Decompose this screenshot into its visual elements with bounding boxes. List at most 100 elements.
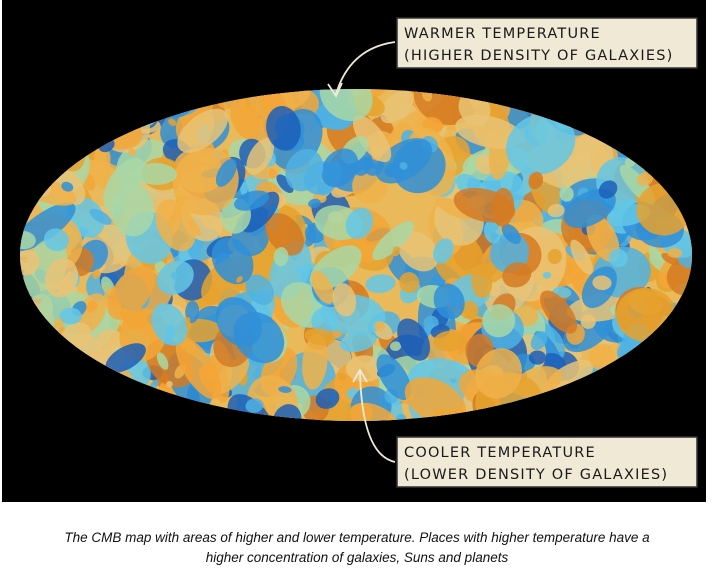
blob bbox=[336, 372, 347, 381]
blob bbox=[20, 349, 32, 381]
blob bbox=[475, 348, 522, 399]
blob bbox=[20, 154, 43, 194]
blob bbox=[100, 375, 123, 392]
blob bbox=[573, 404, 580, 411]
blob bbox=[20, 296, 30, 313]
blob bbox=[618, 89, 675, 116]
blob bbox=[345, 207, 374, 240]
blob bbox=[61, 181, 74, 192]
caption-line: higher concentration of galaxies, Suns a… bbox=[205, 550, 509, 565]
blob bbox=[641, 95, 674, 124]
blob bbox=[345, 355, 384, 383]
blob bbox=[397, 231, 439, 272]
blob bbox=[380, 90, 414, 124]
blob bbox=[20, 335, 44, 366]
blob bbox=[589, 377, 624, 403]
blob bbox=[94, 103, 125, 134]
blob bbox=[86, 405, 103, 420]
blob bbox=[646, 372, 664, 385]
blob bbox=[584, 99, 600, 111]
blob bbox=[505, 113, 576, 175]
blob bbox=[619, 106, 643, 129]
blob bbox=[661, 252, 680, 266]
blob bbox=[640, 112, 673, 136]
blob bbox=[304, 328, 336, 346]
blob bbox=[397, 318, 431, 361]
blob bbox=[365, 274, 396, 294]
blob bbox=[158, 92, 188, 113]
blob bbox=[321, 148, 359, 188]
blob bbox=[215, 158, 237, 187]
blob bbox=[157, 260, 194, 295]
blob bbox=[589, 92, 629, 135]
blob bbox=[50, 122, 85, 147]
blob bbox=[285, 149, 324, 192]
blob bbox=[241, 191, 280, 233]
blob bbox=[297, 193, 308, 203]
blob bbox=[656, 135, 692, 173]
arrow-head bbox=[352, 368, 368, 383]
blob bbox=[192, 415, 201, 421]
blob bbox=[319, 89, 373, 122]
blob bbox=[559, 186, 574, 202]
blob bbox=[332, 283, 357, 317]
blob bbox=[637, 365, 656, 385]
blob bbox=[471, 264, 493, 299]
blob bbox=[30, 89, 59, 105]
blob bbox=[658, 385, 668, 402]
blob bbox=[399, 272, 420, 294]
arrow-head bbox=[327, 82, 343, 98]
blob bbox=[234, 190, 270, 211]
blob bbox=[571, 381, 586, 390]
label-text: (LOWER DENSITY OF GALAXIES) bbox=[404, 467, 668, 483]
blob bbox=[308, 198, 321, 208]
blob bbox=[600, 123, 612, 133]
arrow bbox=[335, 41, 396, 95]
blob bbox=[482, 304, 516, 338]
blob bbox=[590, 348, 609, 370]
blob bbox=[150, 380, 159, 389]
blob bbox=[555, 396, 596, 421]
blob bbox=[502, 262, 532, 288]
temperature-blobs bbox=[20, 89, 692, 421]
blob bbox=[111, 394, 146, 421]
blob bbox=[151, 303, 188, 346]
blob bbox=[278, 386, 292, 393]
label-text: (HIGHER DENSITY OF GALAXIES) bbox=[404, 48, 673, 64]
blob bbox=[623, 90, 648, 113]
blob bbox=[266, 106, 301, 151]
blob bbox=[664, 412, 675, 421]
blob bbox=[268, 168, 277, 179]
blob bbox=[625, 376, 644, 396]
blob bbox=[666, 258, 692, 296]
blob bbox=[44, 258, 79, 298]
blob bbox=[59, 374, 111, 421]
blob bbox=[629, 96, 642, 111]
blob bbox=[372, 220, 415, 261]
blob bbox=[685, 106, 692, 119]
blob bbox=[20, 89, 30, 102]
blob bbox=[661, 89, 685, 100]
blob bbox=[20, 362, 37, 380]
blob bbox=[396, 413, 407, 421]
label-box bbox=[396, 436, 698, 488]
blob bbox=[540, 290, 578, 334]
blob bbox=[633, 120, 641, 130]
blob bbox=[92, 269, 100, 279]
blob bbox=[577, 402, 591, 413]
blob bbox=[177, 108, 228, 153]
blob bbox=[339, 331, 377, 353]
blob bbox=[528, 171, 544, 190]
blob bbox=[628, 89, 653, 103]
blob bbox=[315, 388, 340, 409]
blob bbox=[643, 89, 656, 105]
blob bbox=[389, 341, 402, 352]
blob bbox=[592, 379, 615, 404]
blob bbox=[637, 89, 692, 140]
blob bbox=[620, 89, 638, 105]
blob bbox=[592, 275, 612, 291]
blob bbox=[660, 362, 692, 404]
blob bbox=[20, 344, 63, 396]
blob bbox=[87, 389, 116, 415]
blob bbox=[40, 133, 73, 169]
